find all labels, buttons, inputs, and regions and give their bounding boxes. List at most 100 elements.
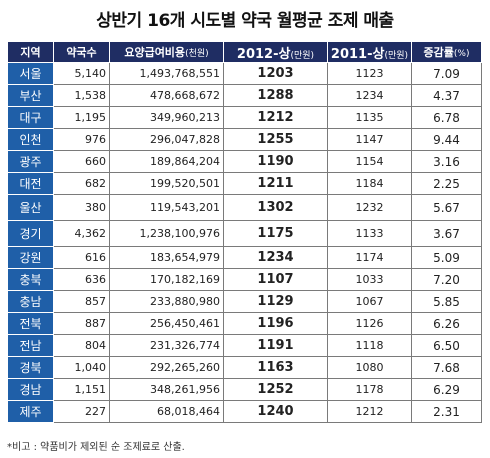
region-cell: 대전 <box>7 172 54 195</box>
sales-2011-cell: 1135 <box>327 106 412 129</box>
region-cell: 부산 <box>7 84 54 107</box>
sales-2012-cell: 1255 <box>223 128 328 151</box>
region-cell: 전북 <box>7 312 54 335</box>
sales-table: 지역 약국수 요양급여비용(천원) 2012-상(만원) 2011-상(만원) … <box>7 41 482 423</box>
sales-2012-cell: 1107 <box>223 268 328 291</box>
sales-2012-cell: 1163 <box>223 356 328 379</box>
pharmacy-count-cell: 1,195 <box>53 106 110 129</box>
care-cost-cell: 296,047,828 <box>109 128 224 151</box>
table-row: 경남 1,151 348,261,956 1252 1178 6.29 <box>7 378 482 401</box>
care-cost-cell: 349,960,213 <box>109 106 224 129</box>
region-cell: 경남 <box>7 378 54 401</box>
pharmacy-count-cell: 1,151 <box>53 378 110 401</box>
sales-2012-cell: 1191 <box>223 334 328 357</box>
pharmacy-count-cell: 682 <box>53 172 110 195</box>
sales-2011-cell: 1154 <box>327 150 412 173</box>
growth-rate-cell: 2.31 <box>411 400 482 423</box>
growth-rate-cell: 3.16 <box>411 150 482 173</box>
table-row: 충남 857 233,880,980 1129 1067 5.85 <box>7 290 482 313</box>
pharmacy-count-cell: 887 <box>53 312 110 335</box>
sales-2012-cell: 1129 <box>223 290 328 313</box>
sales-2012-cell: 1190 <box>223 150 328 173</box>
pharmacy-count-cell: 857 <box>53 290 110 313</box>
table-row: 부산 1,538 478,668,672 1288 1234 4.37 <box>7 84 482 107</box>
region-cell: 울산 <box>7 194 54 221</box>
sales-2012-cell: 1196 <box>223 312 328 335</box>
region-cell: 전남 <box>7 334 54 357</box>
sales-2011-cell: 1212 <box>327 400 412 423</box>
table-row: 제주 227 68,018,464 1240 1212 2.31 <box>7 400 482 423</box>
sales-2012-cell: 1234 <box>223 246 328 269</box>
pharmacy-count-cell: 1,040 <box>53 356 110 379</box>
pharmacy-count-cell: 1,538 <box>53 84 110 107</box>
table-row: 충북 636 170,182,169 1107 1033 7.20 <box>7 268 482 291</box>
growth-rate-cell: 9.44 <box>411 128 482 151</box>
care-cost-cell: 119,543,201 <box>109 194 224 221</box>
header-pharmacies: 약국수 <box>53 41 110 63</box>
table-row: 광주 660 189,864,204 1190 1154 3.16 <box>7 150 482 173</box>
header-rate: 증감률(%) <box>411 41 482 63</box>
care-cost-cell: 1,493,768,551 <box>109 62 224 85</box>
sales-2011-cell: 1126 <box>327 312 412 335</box>
header-2012: 2012-상(만원) <box>223 41 328 63</box>
sales-2011-cell: 1234 <box>327 84 412 107</box>
pharmacy-count-cell: 616 <box>53 246 110 269</box>
region-cell: 강원 <box>7 246 54 269</box>
pharmacy-count-cell: 380 <box>53 194 110 221</box>
region-cell: 충북 <box>7 268 54 291</box>
growth-rate-cell: 7.68 <box>411 356 482 379</box>
care-cost-cell: 292,265,260 <box>109 356 224 379</box>
care-cost-cell: 256,450,461 <box>109 312 224 335</box>
sales-2012-cell: 1288 <box>223 84 328 107</box>
sales-2011-cell: 1118 <box>327 334 412 357</box>
pharmacy-count-cell: 5,140 <box>53 62 110 85</box>
sales-2011-cell: 1133 <box>327 220 412 247</box>
page-title: 상반기 16개 시도별 약국 월평균 조제 매출 <box>96 11 394 31</box>
region-cell: 제주 <box>7 400 54 423</box>
care-cost-cell: 189,864,204 <box>109 150 224 173</box>
growth-rate-cell: 2.25 <box>411 172 482 195</box>
care-cost-cell: 233,880,980 <box>109 290 224 313</box>
sales-2012-cell: 1212 <box>223 106 328 129</box>
growth-rate-cell: 3.67 <box>411 220 482 247</box>
sales-2011-cell: 1184 <box>327 172 412 195</box>
sales-2012-cell: 1302 <box>223 194 328 221</box>
region-cell: 서울 <box>7 62 54 85</box>
table-row: 강원 616 183,654,979 1234 1174 5.09 <box>7 246 482 269</box>
header-cost: 요양급여비용(천원) <box>109 41 224 63</box>
sales-2011-cell: 1147 <box>327 128 412 151</box>
growth-rate-cell: 5.67 <box>411 194 482 221</box>
pharmacy-count-cell: 660 <box>53 150 110 173</box>
header-region: 지역 <box>7 41 54 63</box>
care-cost-cell: 170,182,169 <box>109 268 224 291</box>
pharmacy-count-cell: 227 <box>53 400 110 423</box>
growth-rate-cell: 6.26 <box>411 312 482 335</box>
growth-rate-cell: 6.50 <box>411 334 482 357</box>
sales-2011-cell: 1080 <box>327 356 412 379</box>
growth-rate-cell: 7.20 <box>411 268 482 291</box>
region-cell: 경기 <box>7 220 54 247</box>
table-row: 대전 682 199,520,501 1211 1184 2.25 <box>7 172 482 195</box>
growth-rate-cell: 6.29 <box>411 378 482 401</box>
region-cell: 충남 <box>7 290 54 313</box>
care-cost-cell: 231,326,774 <box>109 334 224 357</box>
table-row: 전북 887 256,450,461 1196 1126 6.26 <box>7 312 482 335</box>
header-row: 지역 약국수 요양급여비용(천원) 2012-상(만원) 2011-상(만원) … <box>7 41 482 63</box>
table-row: 울산 380 119,543,201 1302 1232 5.67 <box>7 194 482 221</box>
sales-2011-cell: 1178 <box>327 378 412 401</box>
pharmacy-count-cell: 636 <box>53 268 110 291</box>
growth-rate-cell: 5.85 <box>411 290 482 313</box>
sales-2011-cell: 1174 <box>327 246 412 269</box>
sales-2011-cell: 1033 <box>327 268 412 291</box>
sales-2012-cell: 1240 <box>223 400 328 423</box>
sales-2011-cell: 1232 <box>327 194 412 221</box>
sales-2012-cell: 1252 <box>223 378 328 401</box>
pharmacy-count-cell: 976 <box>53 128 110 151</box>
pharmacy-count-cell: 4,362 <box>53 220 110 247</box>
care-cost-cell: 478,668,672 <box>109 84 224 107</box>
region-cell: 인천 <box>7 128 54 151</box>
growth-rate-cell: 7.09 <box>411 62 482 85</box>
sales-2012-cell: 1211 <box>223 172 328 195</box>
sales-2012-cell: 1175 <box>223 220 328 247</box>
care-cost-cell: 1,238,100,976 <box>109 220 224 247</box>
